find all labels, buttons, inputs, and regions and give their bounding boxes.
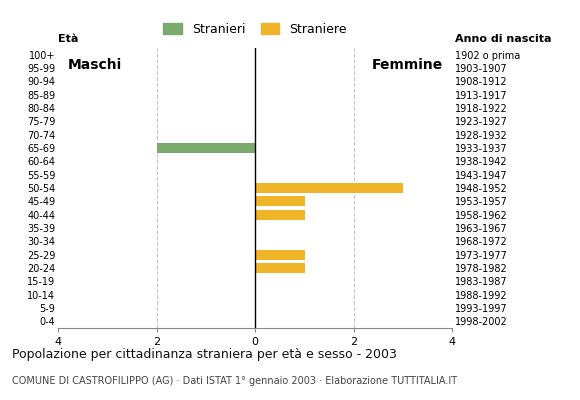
Text: Femmine: Femmine [371, 58, 443, 72]
Bar [255, 183, 403, 193]
Bar [255, 196, 304, 206]
Text: Età: Età [58, 34, 78, 44]
Bar [255, 263, 304, 273]
Text: Anno di nascita: Anno di nascita [455, 34, 552, 44]
Text: Popolazione per cittadinanza straniera per età e sesso - 2003: Popolazione per cittadinanza straniera p… [12, 348, 397, 361]
Bar [157, 143, 255, 153]
Bar [255, 210, 304, 220]
Legend: Stranieri, Straniere: Stranieri, Straniere [158, 18, 352, 41]
Bar [255, 250, 304, 260]
Text: Maschi: Maschi [68, 58, 122, 72]
Text: COMUNE DI CASTROFILIPPO (AG) · Dati ISTAT 1° gennaio 2003 · Elaborazione TUTTITA: COMUNE DI CASTROFILIPPO (AG) · Dati ISTA… [12, 376, 456, 386]
